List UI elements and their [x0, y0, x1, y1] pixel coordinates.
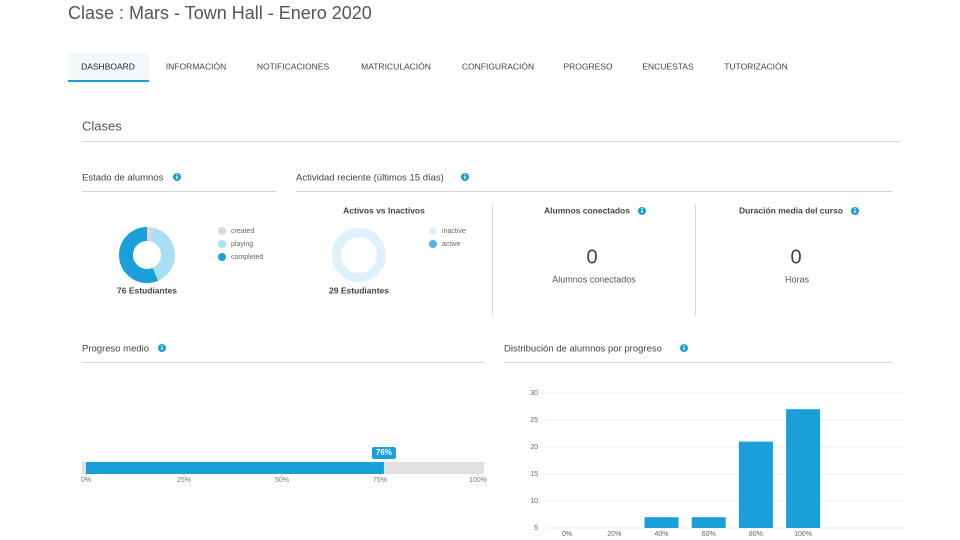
card-title: Activos vs Inactivos	[343, 205, 425, 215]
x-tick-label: 0%	[81, 477, 91, 484]
legend-label: inactive	[442, 228, 466, 235]
tab[interactable]: PROGRESO	[563, 61, 613, 71]
y-tick-label: 10	[530, 498, 538, 505]
donut-segment	[332, 228, 386, 282]
info-icon	[851, 207, 859, 215]
legend-swatch	[218, 227, 226, 235]
page-title: Clase : Mars - Town Hall - Enero 2020	[68, 3, 372, 23]
card-title: Duración media del curso	[739, 205, 843, 215]
panel-title: Actividad reciente (últimos 15 días)	[296, 173, 444, 184]
legend-swatch	[218, 240, 226, 248]
panel-title: Estado de alumnos	[82, 173, 164, 184]
section-title: Clases	[82, 118, 122, 133]
panel-title: Progreso medio	[82, 344, 149, 355]
info-icon	[680, 344, 688, 352]
x-tick-label: 40%	[654, 531, 668, 538]
x-tick-label: 60%	[702, 531, 716, 538]
donut-segment	[119, 227, 175, 283]
info-icon	[461, 173, 469, 181]
x-tick-label: 80%	[749, 531, 763, 538]
progress-fill	[86, 462, 384, 474]
x-tick-label: 0%	[562, 531, 572, 538]
tab[interactable]: INFORMACIÓN	[166, 61, 226, 71]
legend-label: created	[231, 228, 254, 235]
x-tick-label: 50%	[275, 477, 289, 484]
legend-label: active	[442, 241, 460, 248]
tab[interactable]: TUTORIZACIÓN	[724, 61, 788, 71]
value-label: 76%	[376, 448, 392, 457]
donut-caption: 29 Estudiantes	[329, 285, 389, 295]
legend-swatch	[429, 240, 437, 248]
tab[interactable]: CONFIGURACIÓN	[462, 61, 534, 71]
x-tick-label: 25%	[177, 477, 191, 484]
y-tick-label: 5	[534, 525, 538, 532]
bar	[691, 517, 726, 528]
x-tick-label: 20%	[607, 531, 621, 538]
y-tick-label: 20	[530, 444, 538, 451]
bar	[644, 517, 679, 528]
x-tick-label: 100%	[794, 531, 812, 538]
info-icon	[638, 207, 646, 215]
tab[interactable]: ENCUESTAS	[642, 61, 694, 71]
stat-label: Horas	[785, 274, 810, 284]
bar	[786, 409, 821, 528]
x-tick-label: 75%	[373, 477, 387, 484]
stat-value: 0	[790, 246, 801, 268]
active-tab-bg	[68, 53, 149, 81]
legend-swatch	[429, 227, 437, 235]
panel-title: Distribución de alumnos por progreso	[504, 344, 662, 355]
legend-label: completed	[231, 254, 263, 261]
stat-label: Alumnos conectados	[552, 274, 636, 284]
value-badge	[371, 447, 396, 459]
y-tick-label: 30	[530, 390, 538, 397]
legend-swatch	[218, 253, 226, 261]
tab[interactable]: MATRICULACIÓN	[361, 61, 431, 71]
info-icon	[158, 344, 166, 352]
y-tick-label: 25	[530, 417, 538, 424]
tab[interactable]: NOTIFICACIONES	[257, 61, 330, 71]
bar	[738, 441, 773, 528]
card-title: Alumnos conectados	[544, 205, 630, 215]
donut-segment	[119, 227, 175, 283]
x-tick-label: 100%	[469, 477, 487, 484]
info-icon	[173, 173, 181, 181]
tab[interactable]: DASHBOARD	[81, 61, 135, 71]
y-tick-label: 15	[530, 471, 538, 478]
donut-caption: 76 Estudiantes	[117, 285, 177, 295]
stat-value: 0	[586, 246, 597, 268]
legend-label: playing	[231, 241, 253, 248]
